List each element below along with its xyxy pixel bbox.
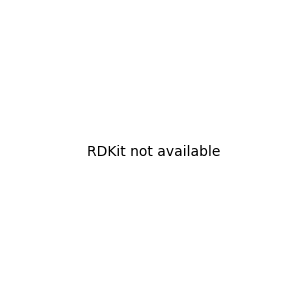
Text: RDKit not available: RDKit not available	[87, 145, 220, 158]
